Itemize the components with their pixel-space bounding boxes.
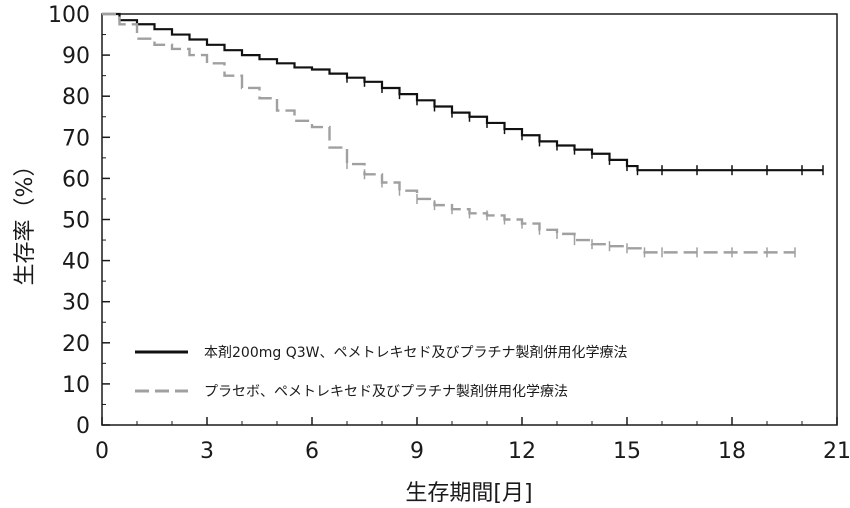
x-tick-label: 6 <box>305 439 319 464</box>
x-tick-label: 9 <box>410 439 424 464</box>
y-tick-label: 30 <box>62 291 90 316</box>
legend: 本剤200mg Q3W、ペメトレキセド及びプラチナ製剤併用化学療法 プラセボ、ペ… <box>135 344 627 400</box>
x-tick-label: 21 <box>823 439 850 464</box>
y-tick-label: 90 <box>62 44 90 69</box>
x-tick-label: 18 <box>718 439 746 464</box>
x-tick-label: 15 <box>613 439 641 464</box>
legend-label-treatment: 本剤200mg Q3W、ペメトレキセド及びプラチナ製剤併用化学療法 <box>204 344 627 361</box>
y-axis: 0 10 20 30 40 50 60 70 80 90 100 <box>48 3 110 439</box>
y-tick-label: 20 <box>62 332 90 357</box>
series-layer <box>102 12 824 258</box>
y-tick-label: 40 <box>62 250 90 275</box>
y-tick-label: 0 <box>76 414 90 439</box>
y-tick-label: 50 <box>62 209 90 234</box>
series-line-placebo <box>102 12 795 254</box>
x-tick-label: 12 <box>508 439 536 464</box>
y-tick-label: 80 <box>62 85 90 110</box>
legend-label-placebo: プラセボ、ペメトレキセド及びプラチナ製剤併用化学療法 <box>204 383 568 400</box>
x-tick-label: 0 <box>95 439 109 464</box>
plot-frame <box>101 13 838 426</box>
y-axis-title: 生存率（%） <box>13 155 38 286</box>
y-tick-label: 100 <box>48 3 90 28</box>
x-axis-title: 生存期間[月] <box>405 481 532 506</box>
y-tick-label: 70 <box>62 126 90 151</box>
x-tick-label: 3 <box>200 439 214 464</box>
series-line-treatment <box>102 12 823 172</box>
x-axis: 0 3 6 9 12 15 18 21 <box>95 417 850 464</box>
y-tick-label: 60 <box>62 167 90 192</box>
y-tick-label: 10 <box>62 373 90 398</box>
